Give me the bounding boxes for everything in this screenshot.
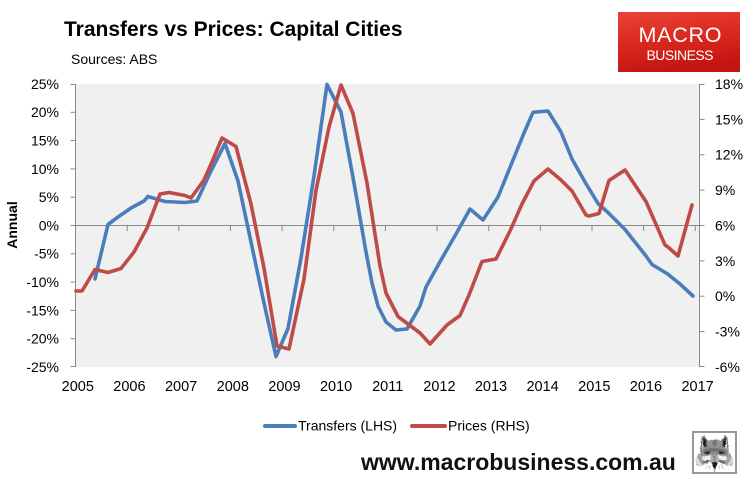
svg-text:2009: 2009 [268,379,300,395]
svg-text:-25%: -25% [26,359,59,375]
svg-text:12%: 12% [715,147,743,163]
svg-text:0%: 0% [715,288,735,304]
svg-text:0%: 0% [39,217,59,233]
svg-text:-5%: -5% [34,246,59,262]
svg-text:-10%: -10% [26,274,59,290]
svg-text:3%: 3% [715,253,735,269]
svg-text:2014: 2014 [526,379,558,395]
svg-text:2007: 2007 [165,379,197,395]
svg-text:BUSINESS: BUSINESS [647,47,714,63]
svg-text:Transfers (LHS): Transfers (LHS) [298,418,397,434]
svg-text:2008: 2008 [217,379,249,395]
svg-text:10%: 10% [31,161,59,177]
svg-text:2010: 2010 [320,379,352,395]
svg-text:-15%: -15% [26,302,59,318]
svg-text:-3%: -3% [715,324,740,340]
svg-text:5%: 5% [39,189,59,205]
svg-text:9%: 9% [715,182,735,198]
svg-text:2005: 2005 [62,379,94,395]
svg-text:-6%: -6% [715,359,740,375]
svg-text:2015: 2015 [578,379,610,395]
svg-text:15%: 15% [31,133,59,149]
svg-text:2012: 2012 [423,379,455,395]
svg-text:20%: 20% [31,104,59,120]
svg-text:Prices (RHS): Prices (RHS) [448,418,530,434]
svg-text:2006: 2006 [113,379,145,395]
svg-text:2016: 2016 [630,379,662,395]
svg-text:25%: 25% [31,76,59,92]
svg-text:-20%: -20% [26,331,59,347]
svg-text:15%: 15% [715,111,743,127]
svg-text:2013: 2013 [475,379,507,395]
svg-text:MACRO: MACRO [639,23,722,47]
svg-text:6%: 6% [715,217,735,233]
svg-text:2011: 2011 [372,379,403,395]
svg-text:2017: 2017 [681,379,713,395]
svg-text:18%: 18% [715,76,743,92]
